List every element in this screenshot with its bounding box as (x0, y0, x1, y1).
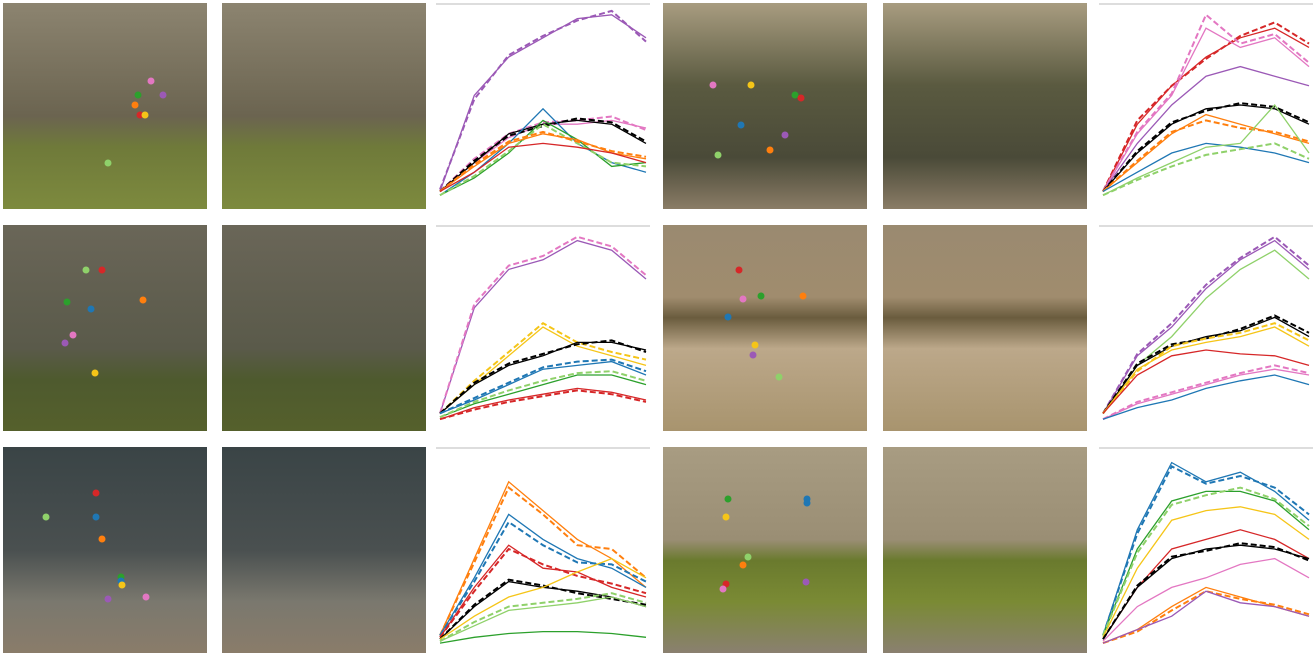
dashed-line (1103, 488, 1309, 636)
keypoint (88, 306, 95, 313)
line (1103, 67, 1309, 192)
keypoint (143, 594, 150, 601)
photo (3, 447, 207, 653)
keypoint (767, 147, 774, 154)
keypoint (62, 340, 69, 347)
keypoint (745, 554, 752, 561)
photo (663, 447, 867, 653)
line (440, 388, 646, 419)
line (440, 514, 646, 635)
keypoint (758, 293, 765, 300)
keypoint (792, 92, 799, 99)
keypoint (776, 374, 783, 381)
keypoint (119, 582, 126, 589)
line (440, 582, 646, 640)
line (1103, 105, 1309, 195)
photo (3, 225, 207, 431)
photo (883, 3, 1087, 209)
keypoint (160, 92, 167, 99)
keypoint (92, 370, 99, 377)
keypoint (803, 579, 810, 586)
keypoint (720, 586, 727, 593)
dashed-line (1103, 237, 1309, 414)
keypoint (725, 496, 732, 503)
line (440, 545, 646, 637)
keypoint (132, 102, 139, 109)
keypoint (99, 267, 106, 274)
dashed-line (440, 340, 646, 413)
line (1103, 491, 1309, 635)
keypoint (64, 299, 71, 306)
keypoint (140, 297, 147, 304)
keypoint (93, 490, 100, 497)
keypoint (715, 152, 722, 159)
line (1103, 507, 1309, 638)
line (1103, 587, 1309, 643)
dashed-line (1103, 143, 1309, 195)
dashed-line (1103, 316, 1309, 414)
keypoint (148, 78, 155, 85)
photo (883, 225, 1087, 431)
keypoint (142, 112, 149, 119)
photo (222, 225, 426, 431)
line (440, 632, 646, 644)
keypoint (738, 122, 745, 129)
keypoint (752, 342, 759, 349)
line (1103, 375, 1309, 419)
line (1103, 241, 1309, 414)
line (1103, 143, 1309, 191)
dashed-line (440, 124, 646, 195)
keypoint (736, 267, 743, 274)
page: (() => { const data = JSON.parse(documen… (0, 0, 1315, 660)
line (1103, 591, 1309, 643)
keypoint (782, 132, 789, 139)
keypoint (83, 267, 90, 274)
keypoint (43, 514, 50, 521)
keypoint (740, 562, 747, 569)
photo (222, 447, 426, 653)
keypoint (135, 92, 142, 99)
keypoint (70, 332, 77, 339)
keypoint (740, 296, 747, 303)
keypoint (804, 500, 811, 507)
keypoint (798, 95, 805, 102)
keypoint (93, 514, 100, 521)
dashed-line (440, 118, 646, 191)
photo (3, 3, 207, 209)
keypoint (105, 160, 112, 167)
keypoint (800, 293, 807, 300)
line (1103, 559, 1309, 642)
keypoint (750, 352, 757, 359)
keypoint (725, 314, 732, 321)
photo (663, 225, 867, 431)
photo (222, 3, 426, 209)
keypoint (710, 82, 717, 89)
figure (0, 0, 1315, 660)
line (440, 482, 646, 636)
dashed-line (1103, 591, 1309, 643)
keypoint (105, 596, 112, 603)
photo (663, 3, 867, 209)
keypoint (748, 82, 755, 89)
dashed-line (440, 132, 646, 192)
keypoint (99, 536, 106, 543)
keypoint (723, 514, 730, 521)
line (440, 327, 646, 413)
photo (883, 447, 1087, 653)
